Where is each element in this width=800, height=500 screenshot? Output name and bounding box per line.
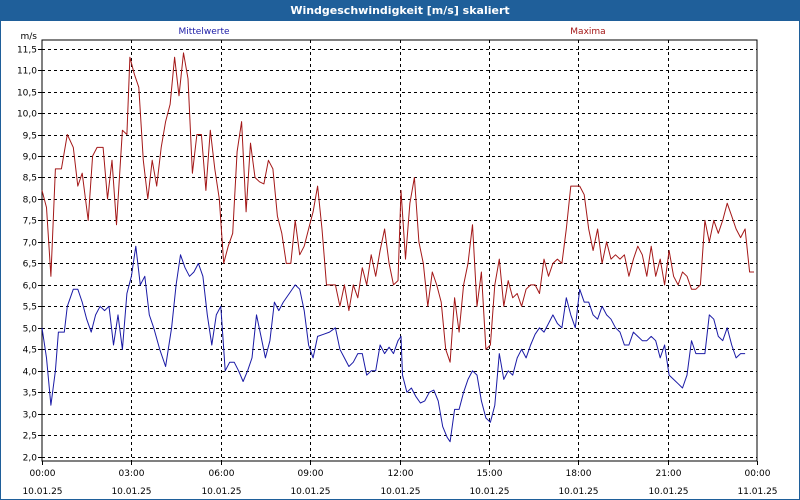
grid — [42, 40, 757, 461]
y-tick-label: 5,5 — [23, 303, 37, 313]
y-tick-label: 7,0 — [23, 239, 38, 249]
y-tick-label: 11,0 — [17, 67, 37, 77]
x-tick-time: 06:00 — [209, 469, 235, 479]
legend: Mittelwerte Maxima — [178, 27, 605, 37]
x-tick-time: 03:00 — [119, 469, 145, 479]
series-line-mittelwerte — [41, 245, 746, 443]
x-tick-time: 00:00 — [745, 469, 771, 479]
y-tick-label: 11,5 — [17, 46, 37, 56]
plot-frame — [41, 39, 758, 462]
y-tick-label: 9,0 — [23, 153, 38, 163]
y-tick-label: 3,5 — [23, 389, 37, 399]
x-tick-time: 15:00 — [477, 469, 503, 479]
y-tick-label: 8,0 — [23, 196, 38, 206]
y-tick-label: 4,0 — [23, 368, 38, 378]
x-tick-time: 21:00 — [656, 469, 682, 479]
x-tick-time: 18:00 — [566, 469, 592, 479]
y-tick-label: 8,5 — [23, 174, 37, 184]
x-tick-time: 12:00 — [388, 469, 414, 479]
x-tick-date: 10.01.25 — [558, 487, 598, 497]
legend-maxima: Maxima — [570, 27, 605, 37]
x-tick-date: 11.01.25 — [737, 487, 777, 497]
x-tick-time: 09:00 — [298, 469, 324, 479]
x-tick-date: 10.01.25 — [290, 487, 330, 497]
y-axis-label: m/s — [21, 32, 38, 42]
axes: 2,0 2,5 3,0 3,5 4,0 4,5 5,0 5,5 6,0 6,5 7,0 7,5 8,0 8… — [17, 32, 778, 497]
y-tick-label: 6,0 — [23, 282, 38, 292]
x-tick-date: 10.01.25 — [201, 487, 241, 497]
x-tick-date: 10.01.25 — [111, 487, 151, 497]
y-tick-label: 2,0 — [23, 454, 38, 464]
y-tick-label: 10,0 — [17, 110, 37, 120]
y-tick-label: 4,5 — [23, 346, 37, 356]
y-tick-label: 9,5 — [23, 132, 37, 142]
y-tick-label: 6,5 — [23, 260, 37, 270]
x-tick-date: 10.01.25 — [469, 487, 509, 497]
legend-mittelwerte: Mittelwerte — [178, 27, 229, 37]
y-tick-label: 2,5 — [23, 432, 37, 442]
x-tick-date: 10.01.25 — [380, 487, 420, 497]
x-tick-date: 10.01.25 — [648, 487, 688, 497]
y-tick-label: 10,5 — [17, 89, 37, 99]
window-title: Windgeschwindigkeit [m/s] skaliert — [1, 1, 799, 21]
y-tick-label: 7,5 — [23, 217, 37, 227]
y-tick-label: 5,0 — [23, 325, 38, 335]
series-line-maxima — [41, 52, 754, 363]
x-tick-time: 00:00 — [30, 469, 56, 479]
series-lines — [41, 52, 754, 443]
x-tick-date: 10.01.25 — [22, 487, 62, 497]
y-tick-label: 3,0 — [23, 411, 38, 421]
